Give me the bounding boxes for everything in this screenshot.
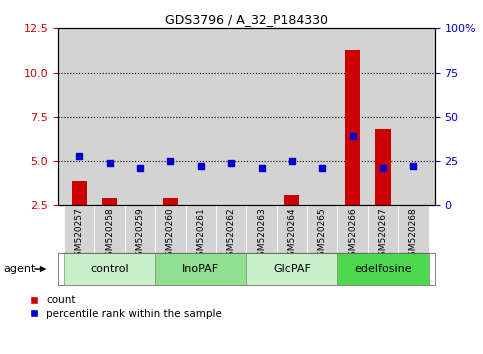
Text: GSM520264: GSM520264 (287, 208, 297, 262)
Text: GlcPAF: GlcPAF (273, 264, 311, 274)
Text: GSM520258: GSM520258 (105, 208, 114, 262)
FancyBboxPatch shape (185, 205, 216, 253)
FancyBboxPatch shape (64, 205, 94, 253)
Bar (375, 129, 391, 205)
FancyBboxPatch shape (216, 205, 246, 253)
FancyBboxPatch shape (277, 205, 307, 253)
FancyBboxPatch shape (94, 205, 125, 253)
Text: GSM520268: GSM520268 (409, 208, 418, 262)
Point (106, 160, 114, 166)
Point (318, 165, 326, 171)
Bar (71, 181, 87, 205)
Legend: count, percentile rank within the sample: count, percentile rank within the sample (29, 296, 222, 319)
Text: agent: agent (3, 264, 35, 274)
Bar (102, 198, 117, 205)
FancyBboxPatch shape (338, 253, 428, 285)
Bar (345, 50, 360, 205)
FancyBboxPatch shape (368, 205, 398, 253)
Bar (163, 198, 178, 205)
Point (227, 160, 235, 166)
Text: GSM520261: GSM520261 (196, 208, 205, 262)
FancyBboxPatch shape (125, 205, 155, 253)
FancyBboxPatch shape (338, 205, 368, 253)
Text: edelfosine: edelfosine (354, 264, 412, 274)
Text: GSM520267: GSM520267 (379, 208, 387, 262)
Point (75, 153, 83, 159)
Text: InoPAF: InoPAF (182, 264, 219, 274)
Point (257, 165, 265, 171)
Text: control: control (90, 264, 129, 274)
FancyBboxPatch shape (246, 253, 338, 285)
Point (136, 165, 144, 171)
Point (349, 133, 356, 139)
FancyBboxPatch shape (246, 205, 277, 253)
Text: GSM520259: GSM520259 (136, 208, 144, 262)
Point (197, 164, 205, 169)
Point (167, 158, 174, 164)
FancyBboxPatch shape (64, 253, 155, 285)
Text: GSM520262: GSM520262 (227, 208, 236, 262)
FancyBboxPatch shape (155, 205, 185, 253)
Bar (284, 195, 299, 205)
FancyBboxPatch shape (155, 253, 246, 285)
Title: GDS3796 / A_32_P184330: GDS3796 / A_32_P184330 (165, 13, 328, 26)
Text: GSM520257: GSM520257 (75, 208, 84, 262)
FancyBboxPatch shape (307, 205, 338, 253)
Point (288, 158, 296, 164)
Text: GSM520263: GSM520263 (257, 208, 266, 262)
FancyBboxPatch shape (398, 205, 428, 253)
Text: GSM520266: GSM520266 (348, 208, 357, 262)
Text: GSM520265: GSM520265 (318, 208, 327, 262)
Point (379, 165, 387, 171)
Point (410, 164, 417, 169)
Text: GSM520260: GSM520260 (166, 208, 175, 262)
